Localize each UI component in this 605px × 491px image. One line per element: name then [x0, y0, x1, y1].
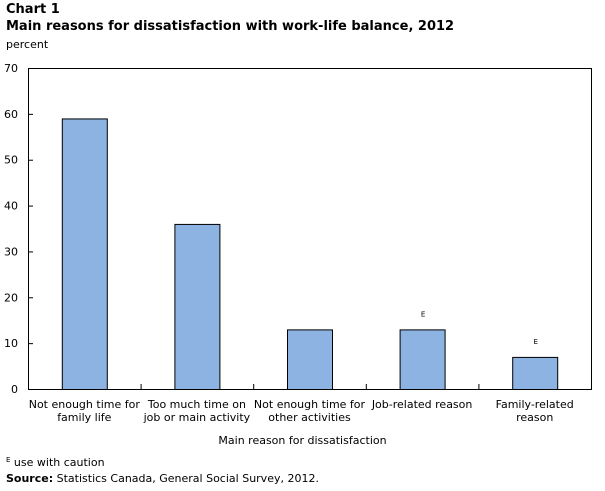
source-label: Source: — [6, 472, 54, 485]
y-tick-label: 40 — [4, 200, 18, 213]
x-tick-label: Job-related reason — [371, 398, 473, 411]
y-tick-label: 50 — [4, 154, 18, 167]
chart-subtitle: Main reasons for dissatisfaction with wo… — [6, 19, 455, 34]
bar — [174, 223, 221, 390]
bar — [512, 356, 559, 390]
chart-title: Chart 1 — [6, 2, 60, 17]
x-tick-label: Family-related — [496, 398, 574, 411]
bar — [287, 329, 333, 390]
bar — [399, 329, 446, 390]
y-tick-label: 60 — [4, 108, 18, 121]
source-note: Source: Statistics Canada, General Socia… — [6, 472, 319, 485]
footnote: E use with caution — [6, 456, 105, 469]
x-tick-label: Not enough time for — [254, 398, 366, 411]
x-axis-label: Main reason for dissatisfaction — [218, 434, 387, 447]
bar — [61, 118, 108, 390]
x-tick-label: Not enough time for — [29, 398, 141, 411]
y-tick-label: 10 — [4, 337, 18, 350]
footnote-text: use with caution — [10, 456, 105, 469]
x-tick-label: reason — [516, 411, 553, 424]
source-text: Statistics Canada, General Social Survey… — [53, 472, 319, 485]
quality-flag: E — [421, 310, 425, 318]
x-tick-label: family life — [57, 411, 111, 424]
x-tick-label: Too much time on — [147, 398, 246, 411]
y-tick-label: 30 — [4, 245, 18, 258]
quality-flag: E — [533, 338, 537, 346]
footnote-marker: E — [6, 456, 11, 464]
x-tick-label: other activities — [268, 411, 351, 424]
y-tick-label: 0 — [11, 383, 18, 396]
y-tick-label: 70 — [4, 62, 18, 75]
y-tick-label: 20 — [4, 291, 18, 304]
y-axis-label: percent — [6, 38, 49, 51]
x-tick-label: job or main activity — [143, 411, 251, 424]
